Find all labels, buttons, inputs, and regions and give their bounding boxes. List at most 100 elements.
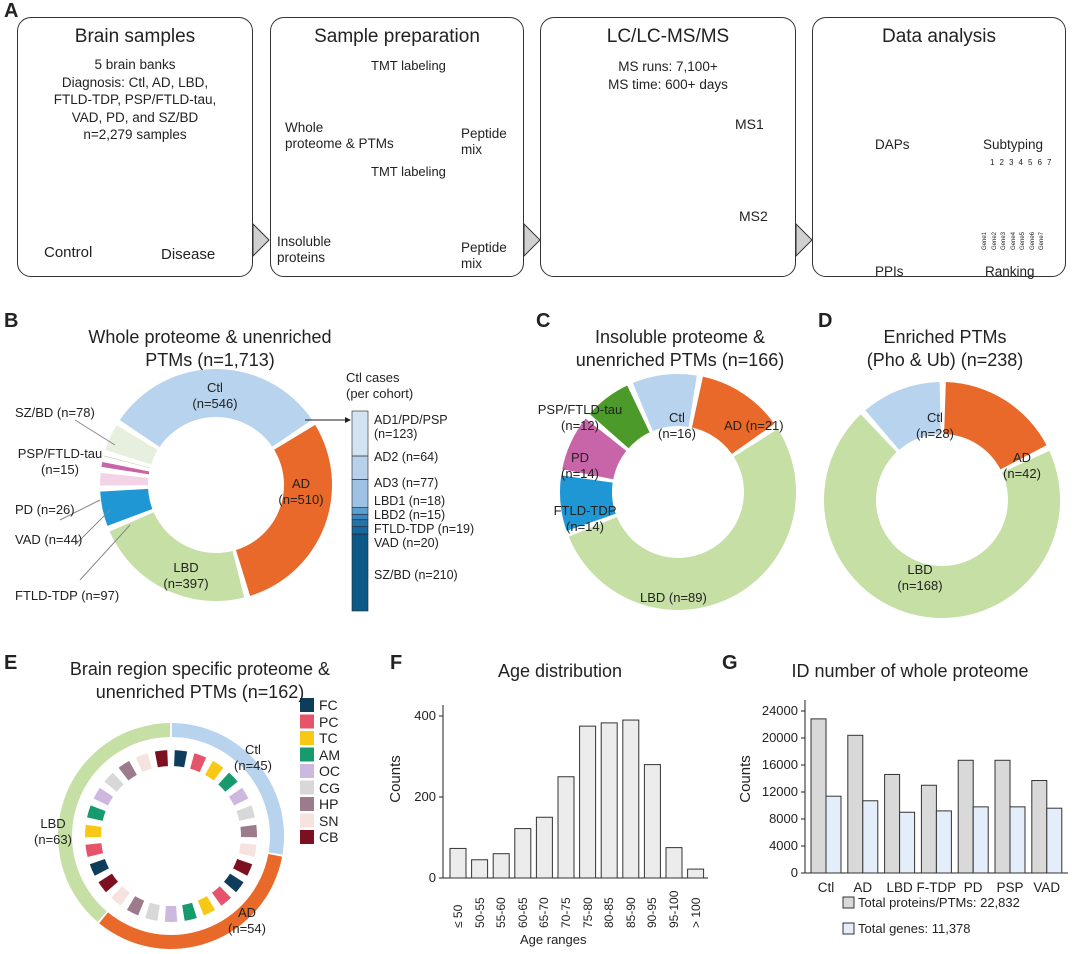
f-bar-90-95	[643, 764, 661, 879]
tmt-labeling-bottom: TMT labeling	[371, 164, 446, 179]
f-bar-≤ 50	[449, 847, 467, 879]
f-x-tick-label: 55-60	[494, 897, 509, 928]
ctl-cohort-segment	[351, 479, 369, 509]
c-slice-1	[691, 376, 775, 454]
g-bar-LBD-0	[884, 773, 901, 874]
slice-label-lbd: LBD (n=397)	[163, 560, 209, 591]
f-bar-85-90	[622, 719, 640, 879]
tmt-labeling-top: TMT labeling	[371, 58, 446, 73]
region-segment-sn	[238, 843, 257, 858]
g-x-tick-label: LBD	[886, 880, 913, 895]
region-segment-fc	[223, 873, 244, 893]
g-x-tick-label: VAD	[1033, 880, 1061, 895]
g-bar-PSP-1	[1009, 806, 1026, 874]
f-bar-60-65	[514, 828, 532, 879]
whole-proteome-label: Whole proteome & PTMs	[285, 120, 394, 152]
legend-swatch-pc	[300, 714, 314, 729]
slice-label-ad: AD (n=54)	[228, 905, 266, 936]
ctl-cohort-segment	[351, 519, 369, 528]
panel-label-b: B	[4, 310, 19, 332]
g-y-tick-label: 12000	[761, 784, 798, 799]
g-legend-swatch-genes	[842, 922, 855, 935]
ranking-gene-label: Gene1	[982, 231, 988, 250]
g-bar-LBD-1	[899, 811, 916, 874]
slice-label-ctl: Ctl (n=16)	[658, 410, 696, 441]
f-bar-95-100	[665, 847, 683, 879]
region-segment-am	[87, 805, 106, 821]
panel-label-f: F	[390, 652, 403, 674]
panel-g-title: ID number of whole proteome	[791, 661, 1029, 681]
leader-line	[79, 524, 131, 581]
region-segment-hp	[240, 824, 257, 838]
ctl-breakdown-title: Ctl cases (per cohort)	[346, 370, 414, 401]
f-bar-55-60	[492, 853, 510, 879]
leader-line	[59, 499, 101, 521]
panel-label-c: C	[536, 310, 551, 332]
legend-swatch-oc	[300, 764, 314, 778]
e-outer-slice-0	[171, 723, 284, 855]
g-y-tick-label: 24000	[761, 703, 798, 718]
g-bar-VAD-0	[1031, 780, 1048, 874]
region-segment-tc	[84, 824, 102, 838]
region-segment-tc	[205, 760, 224, 781]
ms2-label: MS2	[739, 208, 768, 224]
arrowhead-icon	[345, 417, 351, 423]
panel-label-e: E	[4, 652, 18, 674]
ranking-gene-label: Gene7	[1039, 231, 1045, 250]
region-segment-am	[182, 902, 197, 921]
g-y-tick-label: 16000	[761, 757, 798, 772]
panel-label-a: A	[4, 0, 19, 22]
d-slice-1	[944, 382, 1047, 470]
slice-label-ad: AD (n=42)	[1003, 450, 1041, 481]
legend-label-hp: HP	[319, 796, 339, 812]
ctl-cohort-segment	[351, 526, 369, 535]
insoluble-proteins-label: Insoluble proteins	[277, 234, 332, 266]
sample-preparation-title: Sample preparation	[314, 26, 480, 47]
ctl-cohort-label: AD3 (n=77)	[374, 476, 439, 490]
slice-label-psp: PSP/FTLD-tau (n=15)	[17, 446, 103, 477]
lcms-title: LC/LC-MS/MS	[606, 26, 730, 47]
f-bar-80-85	[600, 722, 618, 879]
legend-swatch-am	[300, 747, 314, 762]
ranking-gene-label: Gene5	[1020, 231, 1026, 250]
b-slice-4	[100, 472, 149, 486]
g-bar-PD-1	[972, 806, 989, 874]
g-x-tick-label: Ctl	[817, 880, 835, 895]
f-x-tick-label: > 100	[688, 897, 703, 928]
c-slice-0	[632, 374, 697, 432]
disease-label: Disease	[161, 246, 216, 263]
b-slice-1	[235, 424, 332, 596]
g-x-tick-label: PSP	[996, 880, 1024, 895]
legend-label-cg: CG	[319, 779, 340, 796]
control-label: Control	[44, 244, 93, 261]
panel-label-d: D	[818, 310, 833, 332]
ranking-gene-label: Gene3	[1001, 231, 1007, 250]
slice-label-ftld-tdp: FTLD-TDP (n=14)	[553, 503, 617, 534]
region-segment-pc	[85, 843, 104, 858]
legend-label-tc: TC	[319, 730, 338, 746]
flow-arrow-icon	[252, 222, 270, 258]
legend-swatch-tc	[300, 731, 314, 745]
f-x-tick-label: 50-55	[472, 897, 487, 928]
ctl-cohort-label: LBD1 (n=18)	[374, 494, 446, 508]
legend-label-am: AM	[319, 746, 340, 763]
ctl-cohort-segment	[351, 455, 369, 480]
peptide-mix-bottom: Peptide mix	[461, 240, 507, 272]
g-x-tick-label: AD	[853, 880, 873, 895]
ranking-col-label: 2	[999, 158, 1004, 167]
region-segment-oc	[93, 787, 114, 806]
g-bar-AD-1	[862, 800, 879, 874]
lcms-text: MS runs: 7,100+ MS time: 600+ days	[608, 59, 728, 92]
b-slice-7	[105, 425, 158, 465]
g-y-tick-label: 4000	[769, 838, 798, 853]
slice-label-pd: PD (n=26)	[15, 502, 75, 517]
g-x-tick-label: F-TDP	[916, 880, 957, 895]
f-x-tick-label: 80-85	[602, 897, 617, 928]
ctl-cohort-segment	[351, 513, 369, 521]
ctl-cohort-label: AD1/PD/PSP (n=123)	[374, 413, 448, 442]
region-segment-cg	[236, 805, 255, 821]
ranking-col-label: 7	[1047, 158, 1052, 167]
legend-label-sn: SN	[319, 812, 339, 829]
b-slice-0	[119, 369, 312, 447]
